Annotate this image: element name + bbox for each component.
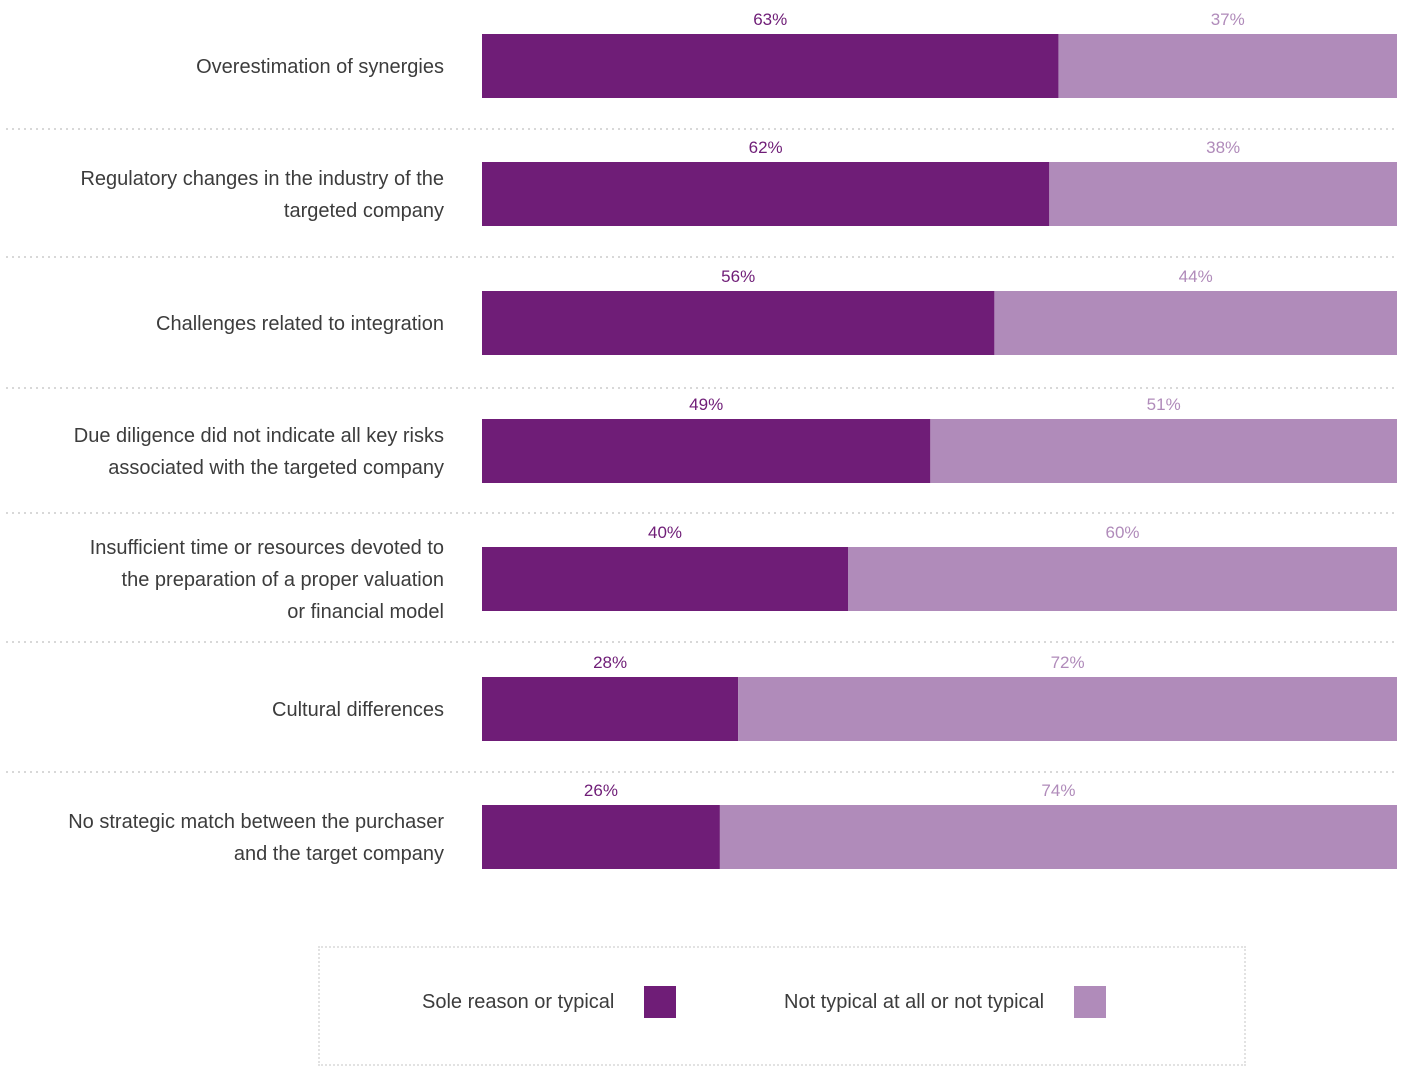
- data-label-sole: 62%: [749, 138, 783, 157]
- data-label-not-typical: 74%: [1041, 781, 1075, 800]
- bar-not-typical: [1058, 34, 1397, 98]
- bar-not-typical: [930, 419, 1397, 483]
- legend-item-not-typical: Not typical at all or not typical: [784, 986, 1107, 1018]
- data-label-not-typical: 44%: [1179, 267, 1213, 286]
- category-label: No strategic match between the purchaser…: [68, 811, 444, 865]
- category-label: Cultural differences: [272, 699, 444, 721]
- data-label-sole: 56%: [721, 267, 755, 286]
- bar-sole-reason: [482, 162, 1050, 226]
- data-label-not-typical: 38%: [1206, 138, 1240, 157]
- category-label: Overestimation of synergies: [196, 56, 444, 78]
- bar-not-typical: [719, 805, 1397, 869]
- data-label-sole: 63%: [753, 10, 787, 29]
- bar-not-typical: [994, 291, 1397, 355]
- bar-not-typical: [1049, 162, 1397, 226]
- data-label-not-typical: 72%: [1051, 653, 1085, 672]
- bar-sole-reason: [482, 805, 720, 869]
- category-label: Regulatory changes in the industry of th…: [80, 168, 444, 222]
- data-label-sole: 49%: [689, 395, 723, 414]
- legend-swatch-sole: [644, 986, 677, 1018]
- legend-label-not-typical: Not typical at all or not typical: [784, 990, 1045, 1013]
- bar-sole-reason: [482, 34, 1059, 98]
- category-label: Insufficient time or resources devoted t…: [90, 537, 444, 623]
- data-label-sole: 26%: [584, 781, 618, 800]
- legend-label-sole: Sole reason or typical: [422, 990, 615, 1013]
- bar-not-typical: [848, 547, 1397, 611]
- bar-sole-reason: [482, 547, 848, 611]
- legend-swatch-not-typical: [1074, 986, 1107, 1018]
- legend-item-sole: Sole reason or typical: [422, 986, 677, 1018]
- bar-sole-reason: [482, 677, 739, 741]
- category-label: Due diligence did not indicate all key r…: [74, 425, 444, 479]
- bar-sole-reason: [482, 419, 931, 483]
- chart-legend: Sole reason or typical Not typical at al…: [318, 946, 1246, 1066]
- bar-sole-reason: [482, 291, 995, 355]
- data-label-not-typical: 37%: [1211, 10, 1245, 29]
- data-label-sole: 28%: [593, 653, 627, 672]
- data-label-sole: 40%: [648, 523, 682, 542]
- category-label: Challenges related to integration: [156, 313, 444, 335]
- bar-not-typical: [738, 677, 1397, 741]
- data-label-not-typical: 51%: [1147, 395, 1181, 414]
- data-label-not-typical: 60%: [1105, 523, 1139, 542]
